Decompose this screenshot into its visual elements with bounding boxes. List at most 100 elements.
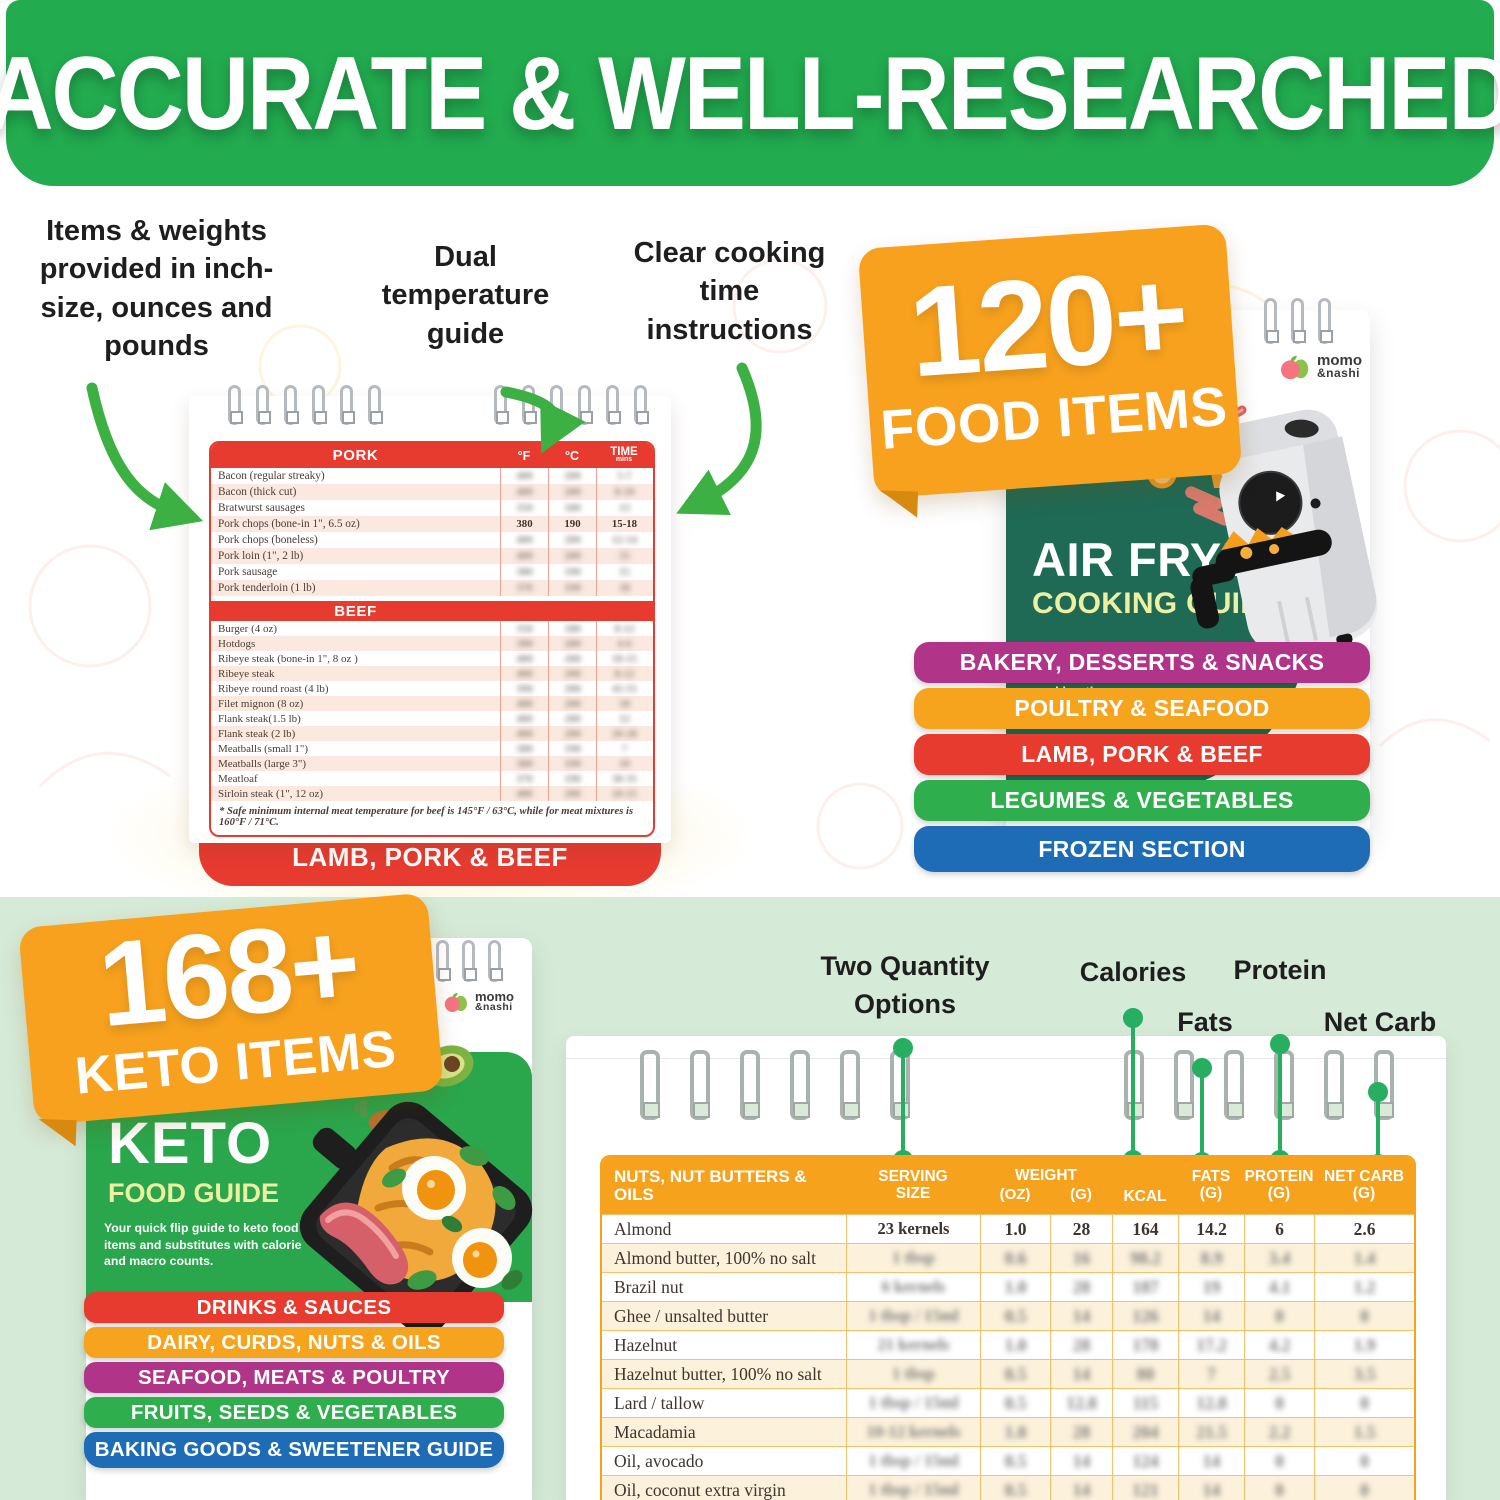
- ring-icon: [488, 940, 503, 982]
- category-tab: POULTRY & SEAFOOD: [914, 688, 1370, 729]
- temp-f-value: 380: [500, 516, 548, 532]
- net-carb-value: 1.4: [1314, 1244, 1414, 1272]
- value: 7: [1207, 1363, 1216, 1384]
- table-row: Meatballs (large 3") 380 190 10: [211, 756, 653, 771]
- badge-number: 120+: [904, 242, 1191, 405]
- value: 14: [1072, 1363, 1091, 1384]
- value: 0.5: [1004, 1450, 1027, 1471]
- col-serving-size: SERVING SIZE: [878, 1168, 948, 1202]
- ring-icon: [228, 385, 243, 425]
- fats-value: 17.2: [1178, 1331, 1244, 1359]
- time-value: 15: [596, 564, 652, 580]
- value: 18: [619, 697, 630, 710]
- temp-c-value: 180: [548, 621, 596, 636]
- value: 0.5: [1004, 1363, 1027, 1384]
- serving-value: 1 tbsp / 15ml: [846, 1476, 980, 1500]
- col-fahrenheit: °F: [517, 448, 531, 463]
- value: 2.6: [1353, 1218, 1376, 1239]
- annotation-cooking-time: Clear cooking time instructions: [633, 237, 826, 346]
- value: 350: [516, 622, 533, 635]
- temp-c-value: 200: [548, 711, 596, 726]
- category-tab-label: FRUITS, SEEDS & VEGETABLES: [130, 1400, 458, 1424]
- net-carb-value: 1.2: [1314, 1273, 1414, 1301]
- table-row: Oil, avocado 1 tbsp / 15ml 0.5 14 124 14…: [602, 1446, 1414, 1475]
- value: 0: [1360, 1450, 1369, 1471]
- food-name: Ribeye steak (bone-in 1", 8 oz ): [218, 652, 358, 665]
- value: 1.0: [1004, 1334, 1027, 1355]
- value: 200: [564, 637, 581, 650]
- value: 190: [564, 566, 581, 578]
- egg-icon: [402, 1156, 466, 1220]
- fats-value: 7: [1178, 1360, 1244, 1388]
- net-carb-value: 0: [1314, 1302, 1414, 1330]
- value: 0: [1275, 1450, 1284, 1471]
- value: 14: [1202, 1305, 1221, 1326]
- g-value: 28: [1050, 1273, 1112, 1301]
- col-protein: PROTEIN (G): [1244, 1168, 1314, 1202]
- col-category: NUTS, NUT BUTTERS & OILS: [614, 1166, 807, 1204]
- value: 124: [1132, 1450, 1159, 1471]
- value: 1.0: [1004, 1218, 1027, 1239]
- temp-f-value: 380: [500, 756, 548, 771]
- value: 10-15: [611, 787, 638, 800]
- temp-c-value: 200: [548, 468, 596, 484]
- protein-value: 6: [1244, 1215, 1314, 1243]
- value: 15-18: [611, 518, 638, 530]
- value: 0.5: [1004, 1392, 1027, 1413]
- g-value: 14: [1050, 1360, 1112, 1388]
- ring-icon: [690, 1050, 710, 1120]
- g-value: 14: [1050, 1447, 1112, 1475]
- table-row: Pork chops (boneless) 400 200 12-14: [211, 532, 653, 548]
- fats-value: 19: [1178, 1273, 1244, 1301]
- net-carb-value: 1.5: [1314, 1418, 1414, 1446]
- value: 200: [564, 682, 581, 695]
- category-tab: FRUITS, SEEDS & VEGETABLES: [84, 1397, 504, 1428]
- value: 1.4: [1353, 1247, 1376, 1268]
- serving-value: 1 tbsp: [846, 1360, 980, 1388]
- page-title: ACCURATE & WELL-RESEARCHED: [0, 34, 1500, 151]
- value: 5-7: [617, 470, 632, 482]
- value: 12.8: [1066, 1392, 1097, 1413]
- cover-tagline: Your quick flip guide to keto food items…: [104, 1221, 302, 1269]
- temp-c-value: 190: [548, 516, 596, 532]
- time-value: 10-15: [596, 786, 652, 801]
- ring-icon: [840, 1050, 860, 1120]
- category-tab: DRINKS & SAUCES: [84, 1292, 504, 1323]
- food-name: Brazil nut: [614, 1276, 684, 1297]
- value: 190: [564, 582, 581, 594]
- temp-c-value: 190: [548, 580, 596, 596]
- protein-value: 4.1: [1244, 1273, 1314, 1301]
- food-name: Meatballs (small 1"): [218, 742, 309, 755]
- value: 8-10: [614, 486, 635, 498]
- value: 400: [516, 534, 533, 546]
- col-weight-label: WEIGHT: [1015, 1167, 1077, 1185]
- table-row: Ribeye round roast (4 lb) 390 200 45-55: [211, 681, 653, 696]
- g-value: 16: [1050, 1244, 1112, 1272]
- value: 190: [564, 772, 581, 785]
- value: 400: [516, 712, 533, 725]
- value: 28: [1072, 1421, 1091, 1442]
- table-row: Oil, coconut extra virgin 1 tbsp / 15ml …: [602, 1475, 1414, 1500]
- serving-value: 1 tbsp / 15ml: [846, 1447, 980, 1475]
- value: 400: [516, 667, 533, 680]
- g-value: 12.8: [1050, 1389, 1112, 1417]
- brand-line2: &nashi: [475, 1002, 513, 1014]
- value: 115: [1132, 1392, 1159, 1413]
- value: 200: [564, 697, 581, 710]
- table-row: Meatloaf 370 190 30-35: [211, 771, 653, 786]
- g-value: 28: [1050, 1215, 1112, 1243]
- value: 0: [1275, 1305, 1284, 1326]
- value: 400: [516, 486, 533, 498]
- nutrition-table-header: NUTS, NUT BUTTERS & OILS SERVING SIZE WE…: [602, 1157, 1414, 1214]
- brand-logo: momo &nashi: [1280, 352, 1362, 382]
- value: 28: [1072, 1334, 1091, 1355]
- col-net-carb: NET CARB (G): [1323, 1168, 1405, 1202]
- value: 190: [564, 518, 581, 530]
- annotation-fats: Fats: [1177, 1007, 1233, 1037]
- table-row: Pork sausage 380 190 15: [211, 564, 653, 580]
- basket: [1190, 526, 1332, 629]
- value: 1 tbsp: [892, 1248, 935, 1267]
- table-row: Ribeye steak (bone-in 1", 8 oz ) 400 200…: [211, 651, 653, 666]
- protein-value: 0: [1244, 1447, 1314, 1475]
- value: 200: [564, 727, 581, 740]
